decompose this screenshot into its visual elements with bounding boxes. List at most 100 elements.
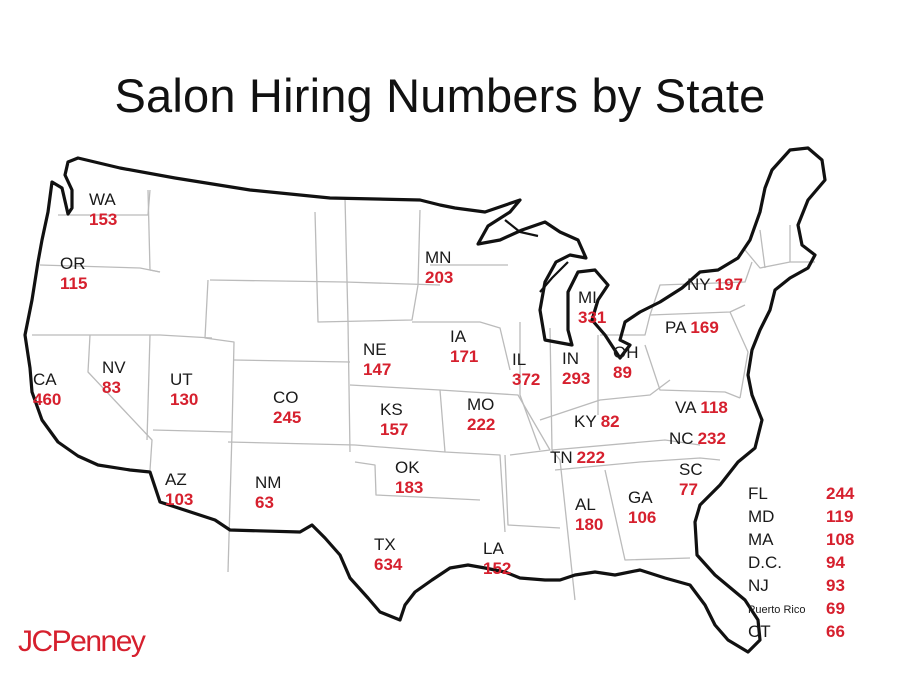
state-abbr: LA bbox=[483, 539, 504, 558]
legend: FL 244 MD 119 MA 108 D.C. 94 NJ 93 Puerto Rico 69 CT… bbox=[748, 484, 878, 645]
page-title: Salon Hiring Numbers by State bbox=[114, 69, 766, 122]
state-label-al: AL 180 bbox=[575, 495, 603, 535]
state-abbr: AL bbox=[575, 495, 596, 514]
state-abbr: TX bbox=[374, 535, 396, 554]
state-abbr: MO bbox=[467, 395, 495, 414]
state-abbr: UT bbox=[170, 370, 193, 389]
state-value: 118 bbox=[700, 398, 728, 417]
state-label-wa: WA 153 bbox=[89, 190, 117, 230]
state-value: 82 bbox=[600, 412, 620, 431]
legend-label: D.C. bbox=[748, 553, 782, 572]
state-abbr: OH bbox=[613, 343, 639, 362]
state-value: 83 bbox=[102, 378, 121, 398]
state-label-tx: TX 634 bbox=[374, 535, 402, 575]
state-value: 293 bbox=[562, 369, 591, 389]
legend-row: Puerto Rico 69 bbox=[748, 599, 878, 622]
state-abbr: NC bbox=[669, 429, 694, 448]
state-label-ga: GA 106 bbox=[628, 488, 656, 528]
state-value: 152 bbox=[483, 559, 512, 579]
legend-label: FL bbox=[748, 484, 768, 503]
state-label-ca: CA 460 bbox=[33, 370, 61, 410]
state-value: 157 bbox=[380, 420, 409, 440]
state-abbr: OK bbox=[395, 458, 420, 477]
state-value: 115 bbox=[60, 274, 88, 294]
brand-logo: JCPenney bbox=[18, 625, 146, 658]
state-abbr: AZ bbox=[165, 470, 187, 489]
state-abbr: GA bbox=[628, 488, 653, 507]
state-abbr: IL bbox=[512, 350, 527, 369]
state-abbr: CA bbox=[33, 370, 57, 389]
state-value: 180 bbox=[575, 515, 604, 535]
legend-value: 94 bbox=[826, 553, 845, 572]
state-value: 130 bbox=[170, 390, 199, 410]
state-label-ok: OK 183 bbox=[395, 458, 423, 498]
state-value: 63 bbox=[255, 493, 274, 513]
legend-value: 119 bbox=[826, 507, 854, 526]
legend-value: 108 bbox=[826, 530, 855, 549]
state-value: 245 bbox=[273, 408, 302, 428]
state-label-sc: SC 77 bbox=[679, 460, 703, 500]
legend-label: NJ bbox=[748, 576, 769, 595]
state-abbr: IA bbox=[450, 327, 467, 346]
state-value: 89 bbox=[613, 363, 632, 383]
state-label-nc: NC 232 bbox=[669, 429, 726, 449]
state-value: 183 bbox=[395, 478, 424, 498]
state-label-mi: MI 331 bbox=[578, 288, 606, 328]
state-value: 197 bbox=[714, 275, 743, 294]
state-borders bbox=[32, 189, 815, 601]
state-label-oh: OH 89 bbox=[613, 343, 639, 383]
legend-row: D.C. 94 bbox=[748, 553, 878, 576]
legend-row: MA 108 bbox=[748, 530, 878, 553]
state-abbr: PA bbox=[665, 318, 687, 337]
state-label-pa: PA 169 bbox=[665, 318, 719, 338]
state-label-ne: NE 147 bbox=[363, 340, 391, 380]
legend-row: FL 244 bbox=[748, 484, 878, 507]
legend-label: MD bbox=[748, 507, 775, 526]
state-label-nv: NV 83 bbox=[102, 358, 126, 398]
state-label-la: LA 152 bbox=[483, 539, 511, 579]
state-abbr: NM bbox=[255, 473, 282, 492]
state-abbr: KS bbox=[380, 400, 403, 419]
state-value: 331 bbox=[578, 308, 607, 328]
legend-row: MD 119 bbox=[748, 507, 878, 530]
state-abbr: TN bbox=[550, 448, 573, 467]
state-abbr: IN bbox=[562, 349, 579, 368]
state-abbr: NV bbox=[102, 358, 126, 377]
state-label-va: VA 118 bbox=[675, 398, 728, 418]
state-value: 77 bbox=[679, 480, 698, 500]
state-label-ut: UT 130 bbox=[170, 370, 198, 410]
state-label-mo: MO 222 bbox=[467, 395, 495, 435]
state-abbr: NE bbox=[363, 340, 387, 359]
state-label-mn: MN 203 bbox=[425, 248, 453, 288]
state-label-ia: IA 171 bbox=[450, 327, 478, 367]
legend-label: MA bbox=[748, 530, 774, 549]
legend-value: 66 bbox=[826, 622, 845, 641]
state-value: 634 bbox=[374, 555, 403, 575]
state-abbr: KY bbox=[574, 412, 597, 431]
legend-value: 93 bbox=[826, 576, 845, 595]
state-label-or: OR 115 bbox=[60, 254, 87, 294]
state-label-nm: NM 63 bbox=[255, 473, 281, 513]
state-abbr: VA bbox=[675, 398, 697, 417]
state-abbr: NY bbox=[687, 275, 711, 294]
legend-value: 69 bbox=[826, 599, 845, 618]
state-value: 106 bbox=[628, 508, 657, 528]
state-label-ks: KS 157 bbox=[380, 400, 408, 440]
state-label-tn: TN 222 bbox=[550, 448, 605, 468]
legend-value: 244 bbox=[826, 484, 855, 503]
state-label-co: CO 245 bbox=[273, 388, 301, 428]
state-value: 222 bbox=[467, 415, 496, 435]
state-value: 153 bbox=[89, 210, 118, 230]
legend-row: CT 66 bbox=[748, 622, 878, 645]
state-value: 372 bbox=[512, 370, 541, 390]
state-abbr: OR bbox=[60, 254, 86, 273]
state-label-az: AZ 103 bbox=[165, 470, 193, 510]
state-label-ky: KY 82 bbox=[574, 412, 620, 432]
state-label-in: IN 293 bbox=[562, 349, 590, 389]
state-value: 103 bbox=[165, 490, 194, 510]
state-abbr: WA bbox=[89, 190, 116, 209]
state-abbr: CO bbox=[273, 388, 299, 407]
state-abbr: MI bbox=[578, 288, 597, 307]
state-label-ny: NY 197 bbox=[687, 275, 743, 295]
